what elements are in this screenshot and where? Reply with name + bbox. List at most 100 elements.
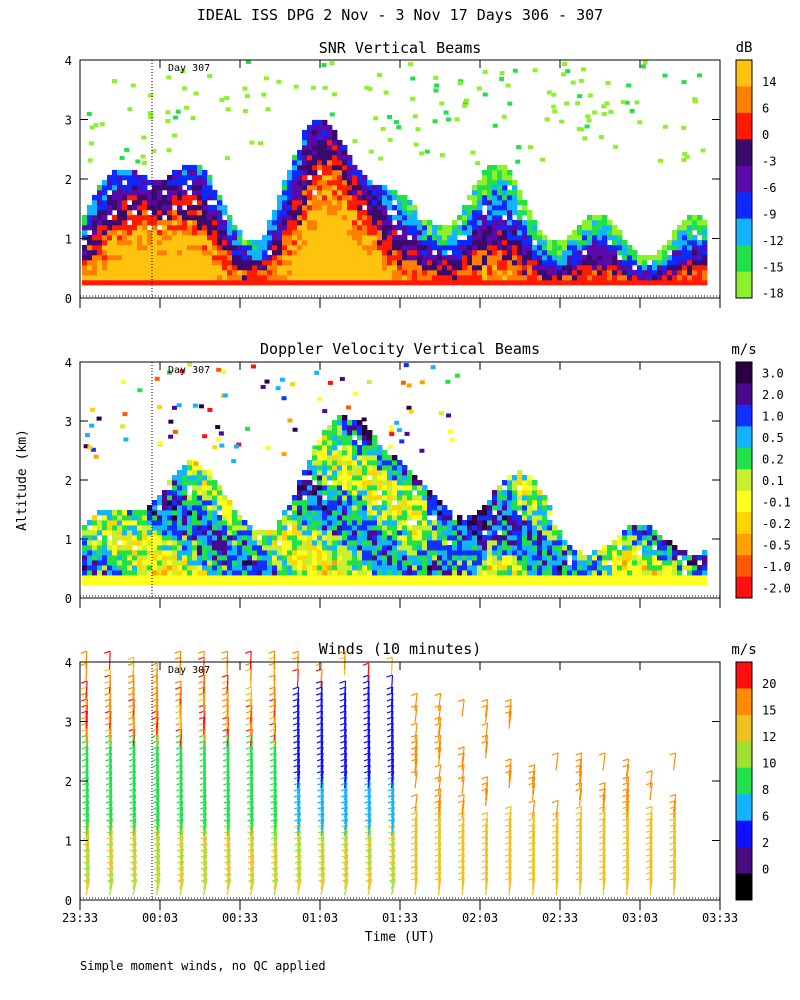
field-cell: [172, 545, 178, 551]
field-cell: [387, 530, 393, 536]
wind-barb: [202, 794, 207, 813]
field-cell: [487, 174, 493, 181]
field-cell: [347, 154, 353, 161]
field-cell: [162, 219, 168, 226]
wind-barb: [179, 752, 183, 771]
field-cell: [597, 244, 603, 251]
field-cell: [567, 259, 573, 266]
field-cell: [532, 254, 538, 261]
field-cell: [607, 244, 613, 251]
field-cell: [357, 495, 363, 501]
field-cell: [587, 264, 593, 271]
field-cell: [117, 234, 123, 241]
field-cell: [192, 184, 198, 191]
field-cell: [397, 535, 403, 541]
field-cell: [482, 510, 488, 516]
field-cell: [402, 194, 408, 201]
field-cell: [492, 209, 498, 216]
field-cell: [407, 545, 413, 551]
field-cell: [532, 560, 538, 566]
field-cell: [532, 264, 538, 271]
field-cell: [337, 154, 343, 161]
field-cell: [417, 219, 423, 226]
field-cell: [352, 264, 358, 271]
field-cell: [307, 545, 313, 551]
field-cell: [347, 179, 353, 186]
field-cell: [157, 239, 163, 246]
field-cell: [117, 550, 123, 556]
field-cell: [117, 199, 123, 206]
field-cell: [527, 244, 533, 251]
field-cell: [562, 545, 568, 551]
field-cell: [632, 555, 638, 561]
field-cell: [387, 570, 393, 576]
field-cell: [167, 495, 173, 501]
field-cell: [487, 199, 493, 206]
field-cell: [157, 269, 163, 276]
field-cell: [422, 269, 428, 276]
field-speckle: [329, 112, 335, 117]
field-cell: [262, 550, 268, 556]
field-cell: [317, 525, 323, 531]
field-cell: [517, 214, 523, 221]
field-cell: [182, 244, 188, 251]
field-cell: [692, 274, 698, 281]
field-cell: [602, 550, 608, 556]
field-cell: [447, 234, 453, 241]
field-cell: [602, 580, 608, 586]
field-cell: [512, 194, 518, 201]
field-cell: [467, 239, 473, 246]
field-cell: [377, 480, 383, 486]
field-cell: [362, 460, 368, 466]
field-cell: [177, 545, 183, 551]
field-cell: [222, 244, 228, 251]
field-cell: [522, 219, 528, 226]
field-cell: [497, 490, 503, 496]
field-cell: [427, 259, 433, 266]
field-cell: [307, 510, 313, 516]
field-cell: [297, 575, 303, 581]
field-cell: [182, 264, 188, 271]
field-cell: [482, 179, 488, 186]
field-cell: [677, 279, 683, 286]
field-cell: [527, 555, 533, 561]
field-cell: [222, 254, 228, 261]
field-cell: [342, 229, 348, 236]
field-cell: [377, 234, 383, 241]
field-cell: [302, 164, 308, 171]
field-cell: [507, 244, 513, 251]
field-speckle: [215, 437, 221, 442]
colorbar-units: m/s: [731, 342, 756, 358]
field-speckle: [700, 148, 706, 153]
field-cell: [142, 525, 148, 531]
field-cell: [417, 254, 423, 261]
field-speckle: [587, 93, 593, 98]
field-cell: [362, 174, 368, 181]
field-cell: [212, 560, 218, 566]
field-cell: [322, 269, 328, 276]
field-cell: [432, 495, 438, 501]
field-cell: [332, 420, 338, 426]
field-cell: [497, 169, 503, 176]
field-cell: [297, 169, 303, 176]
field-cell: [412, 229, 418, 236]
field-cell: [477, 244, 483, 251]
field-cell: [167, 565, 173, 571]
field-speckle: [172, 115, 178, 120]
field-cell: [672, 570, 678, 576]
field-cell: [647, 565, 653, 571]
field-cell: [337, 560, 343, 566]
wind-barb: [179, 758, 183, 777]
field-cell: [357, 179, 363, 186]
field-cell: [122, 274, 128, 281]
field-cell: [347, 565, 353, 571]
field-cell: [177, 565, 183, 571]
field-speckle: [176, 403, 182, 408]
field-cell: [287, 570, 293, 576]
field-cell: [347, 495, 353, 501]
field-cell: [522, 535, 528, 541]
field-cell: [702, 224, 708, 231]
field-cell: [462, 209, 468, 216]
field-cell: [527, 254, 533, 261]
field-cell: [322, 199, 328, 206]
